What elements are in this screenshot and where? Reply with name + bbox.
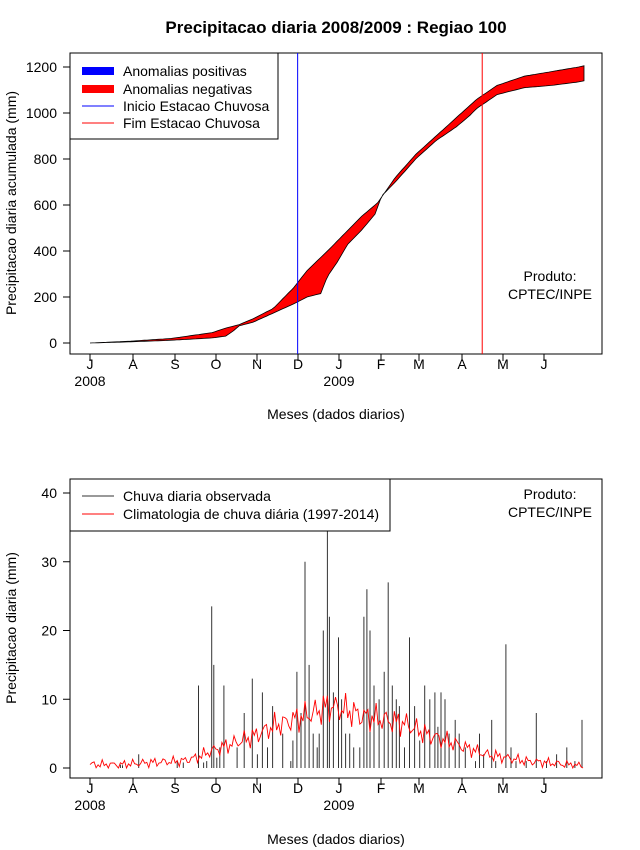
top-y-tick-label: 0 xyxy=(49,335,57,351)
bottom-y-tick-label: 0 xyxy=(49,760,57,776)
legend-label-end: Fim Estacao Chuvosa xyxy=(123,115,260,131)
legend-label-positive: Anomalias positivas xyxy=(123,63,247,79)
bottom-year-label-1: 2008 xyxy=(74,797,105,813)
bottom-y-tick-label: 20 xyxy=(41,623,57,639)
bottom-y-axis: 0 10 20 30 40 xyxy=(41,485,70,776)
bottom-x-tick-label: J xyxy=(87,780,94,796)
bottom-y-tick-label: 10 xyxy=(41,691,57,707)
bottom-legend-box xyxy=(69,478,391,532)
top-x-tick-label: S xyxy=(170,356,179,372)
top-x-tick-label: J xyxy=(541,356,548,372)
top-product-label-1: Produto: xyxy=(524,268,577,284)
bottom-chart: 0 10 20 30 40 J A S O N D J F M A M J 2008 2009 Meses (… xyxy=(3,478,603,847)
bottom-year-label-2: 2009 xyxy=(323,797,354,813)
bottom-legend: Chuva diaria observada Climatologia de c… xyxy=(69,478,391,532)
top-x-tick-label: D xyxy=(293,356,303,372)
top-year-label-1: 2008 xyxy=(74,373,105,389)
legend-label-climatology: Climatologia de chuva diária (1997-2014) xyxy=(123,506,379,522)
top-x-tick-label: A xyxy=(128,356,138,372)
top-x-tick-label: F xyxy=(377,356,386,372)
top-x-tick-label: J xyxy=(336,356,343,372)
bottom-x-tick-label: S xyxy=(170,780,179,796)
bottom-x-tick-label: M xyxy=(497,780,509,796)
top-anomaly-area xyxy=(89,65,585,344)
bottom-x-tick-label: F xyxy=(377,780,386,796)
daily-rain-bars xyxy=(119,527,583,768)
bottom-x-tick-label: J xyxy=(336,780,343,796)
top-product-label-2: CPTEC/INPE xyxy=(508,286,592,302)
bottom-product-label-2: CPTEC/INPE xyxy=(508,504,592,520)
chart-title: Precipitacao diaria 2008/2009 : Regiao 1… xyxy=(165,18,506,37)
top-y-tick-label: 600 xyxy=(34,197,58,213)
bottom-x-tick-label: M xyxy=(413,780,425,796)
top-x-axis-label: Meses (dados diarios) xyxy=(267,406,405,422)
climatology-line xyxy=(89,693,584,770)
top-y-tick-label: 1000 xyxy=(26,105,57,121)
top-plot-frame xyxy=(69,52,603,355)
top-x-tick-label: O xyxy=(211,356,222,372)
legend-label-start: Inicio Estacao Chuvosa xyxy=(123,98,270,114)
top-legend: Anomalias positivas Anomalias negativas … xyxy=(69,52,279,140)
bottom-x-tick-label: J xyxy=(541,780,548,796)
bottom-y-tick-label: 30 xyxy=(41,554,57,570)
top-x-tick-label: M xyxy=(413,356,425,372)
bottom-x-tick-label: O xyxy=(211,780,222,796)
bottom-x-tick-label: A xyxy=(457,780,467,796)
top-year-label-2: 2009 xyxy=(323,373,354,389)
bottom-x-tick-label: A xyxy=(128,780,138,796)
bottom-product-label-1: Produto: xyxy=(524,486,577,502)
bottom-x-axis-label: Meses (dados diarios) xyxy=(267,831,405,847)
legend-label-negative: Anomalias negativas xyxy=(123,81,252,97)
bottom-x-tick-label: N xyxy=(252,780,262,796)
top-x-tick-label: J xyxy=(87,356,94,372)
top-y-tick-label: 200 xyxy=(34,289,58,305)
top-y-axis-label: Precipitacao diaria acumulada (mm) xyxy=(3,91,19,315)
top-y-tick-label: 1200 xyxy=(26,59,57,75)
bottom-y-axis-label: Precipitacao diaria (mm) xyxy=(3,552,19,704)
top-y-tick-label: 800 xyxy=(34,151,58,167)
bottom-y-tick-label: 40 xyxy=(41,485,57,501)
top-y-axis: 0 200 400 600 800 1000 1200 xyxy=(26,59,70,351)
negative-anomaly-area xyxy=(89,65,585,344)
legend-label-observed: Chuva diaria observada xyxy=(123,488,271,504)
top-x-tick-label: A xyxy=(457,356,467,372)
top-x-tick-label: N xyxy=(252,356,262,372)
bottom-x-tick-label: D xyxy=(293,780,303,796)
top-x-tick-label: M xyxy=(497,356,509,372)
top-y-tick-label: 400 xyxy=(34,243,58,259)
